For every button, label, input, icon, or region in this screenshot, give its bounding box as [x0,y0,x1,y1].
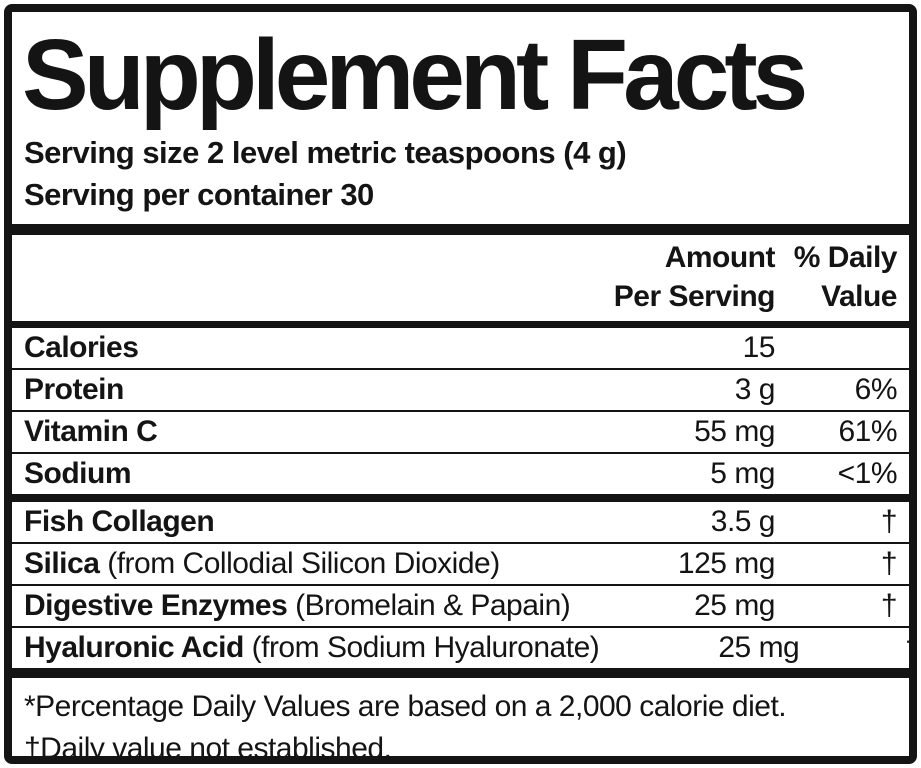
amount-value: 5 mg [710,457,775,490]
table-row-vitamin-c: Vitamin C 55 mg 61% [12,412,909,454]
footnotes: *Percentage Daily Values are based on a … [12,678,909,764]
amount-value: 125 mg [677,547,776,580]
footnote-daily-values: *Percentage Daily Values are based on a … [24,690,787,723]
table-row-protein: Protein 3 g 6% [12,370,909,412]
amount-value: 25 mg [694,589,775,622]
supplement-facts-label: Supplement Facts Serving size 2 level me… [4,4,917,764]
daily-value-dagger: † [880,505,898,538]
daily-value-dagger: † [880,589,898,622]
table-row-calories: Calories 15 [12,328,909,370]
divider-header-bottom [12,321,909,328]
table-row-silica: Silica (from Collodial Silicon Dioxide) … [12,544,909,586]
footnote-dagger: †Daily value not established. [24,732,392,764]
header-percent-daily-value: % Daily Value [793,241,898,313]
divider-section [12,494,909,502]
table-row-fish-collagen: Fish Collagen 3.5 g † [12,502,909,544]
amount-value: 15 [742,331,776,364]
serving-info: Serving size 2 level metric teaspoons (4… [12,132,909,224]
daily-value: 61% [838,415,897,448]
amount-value: 25 mg [718,631,800,664]
table-row-digestive-enzymes: Digestive Enzymes (Bromelain & Papain) 2… [12,586,909,628]
page-title: Supplement Facts [22,19,808,131]
daily-value-dagger: † [880,547,898,580]
amount-value: 3 g [734,373,776,406]
amount-value: 3.5 g [710,505,776,538]
daily-value-dagger: † [799,628,909,668]
amount-value: 55 mg [694,415,775,448]
header-amount-per-serving: Amount Per Serving [613,241,776,313]
divider-thick-top [12,224,909,235]
table-row-hyaluronic-acid: Hyaluronic Acid (from Sodium Hyaluronate… [12,628,909,668]
table-row-sodium: Sodium 5 mg <1% [12,454,909,494]
divider-thick-bottom [12,668,909,678]
daily-value: <1% [837,457,898,490]
table-header: Amount Per Serving % Daily Value [12,235,909,321]
daily-value: 6% [854,373,898,406]
serving-size-line: Serving size 2 level metric teaspoons (4… [24,135,627,170]
servings-per-container-line: Serving per container 30 [24,177,374,212]
